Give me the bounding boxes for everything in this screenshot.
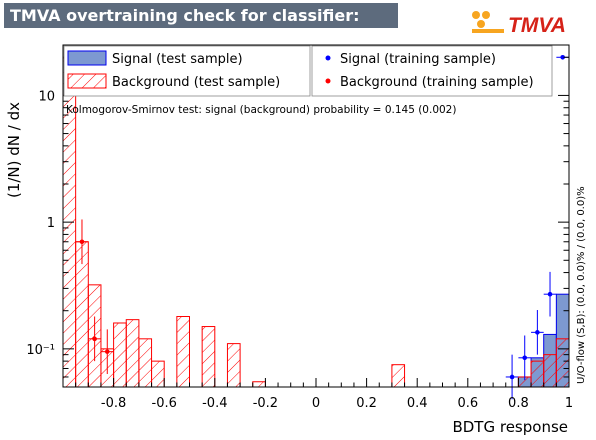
ks-test-annotation: Kolmogorov-Smirnov test: signal (backgro… — [66, 104, 456, 116]
x-tick-label: 1 — [565, 396, 573, 411]
background-test-bar — [138, 338, 153, 387]
background-test-bar — [113, 322, 127, 387]
legend-background-train-label: Background (training sample) — [340, 75, 534, 90]
legend-background-test-swatch — [67, 73, 107, 89]
x-tick-label: 0.6 — [457, 396, 478, 411]
axes: -0.8 -0.6 -0.4 -0.2 0 0.2 0.4 0.6 0.8 1 10⁻¹ 1 10 — [26, 56, 573, 411]
signal-train-point — [547, 291, 553, 297]
logo-dot — [482, 11, 490, 19]
logo-dot — [472, 11, 480, 19]
y-tick-label: 10 — [38, 89, 55, 104]
legend-background-train-marker — [325, 78, 331, 84]
legend: Signal (test sample) Background (test sa… — [63, 45, 553, 97]
legend-signal-test-swatch — [67, 50, 107, 66]
x-axis-label: BDTG response — [452, 418, 568, 436]
background-test-bar — [555, 338, 569, 387]
x-tick-label: -0.6 — [152, 396, 177, 411]
background-train-point — [104, 349, 110, 354]
signal-train-point — [535, 330, 540, 335]
x-tick-label: -0.4 — [202, 396, 227, 411]
y-tick-label: 1 — [47, 216, 55, 231]
signal-train-point — [560, 54, 565, 60]
legend-signal-train-label: Signal (training sample) — [340, 52, 496, 67]
background-test-bar — [201, 326, 216, 387]
legend-box-right — [311, 45, 553, 97]
background-train-point — [79, 239, 85, 245]
logo-dot — [477, 20, 485, 28]
background-test-bar — [176, 316, 191, 387]
x-tick-label: 0.4 — [407, 396, 428, 411]
background-test-bar — [391, 364, 406, 387]
x-tick-label: 0.8 — [508, 396, 529, 411]
x-tick-label: -0.2 — [253, 396, 278, 411]
signal-train-point — [522, 355, 528, 361]
x-tick-label: 0 — [312, 396, 320, 411]
legend-background-test-label: Background (test sample) — [112, 75, 280, 90]
x-tick-label: 0.2 — [356, 396, 377, 411]
logo-text: TMVA — [508, 14, 566, 37]
tmva-logo: TMVA — [472, 11, 566, 37]
overflow-note: U/O-flow (S,B): (0.0, 0.0)% / (0.0, 0.0)… — [576, 186, 587, 384]
background-train-point — [92, 336, 97, 342]
signal-train-point — [509, 374, 515, 380]
y-tick-label: 10⁻¹ — [26, 343, 55, 358]
background-test-bar — [543, 354, 557, 387]
legend-signal-test-label: Signal (test sample) — [112, 52, 243, 67]
background-test-bar — [530, 360, 545, 387]
legend-signal-train-marker — [325, 55, 331, 61]
x-tick-label: -0.8 — [101, 396, 126, 411]
y-axis-label: (1/N) dN / dx — [5, 102, 23, 198]
background-test-bar — [226, 343, 241, 387]
background-test-bar — [252, 381, 266, 387]
background-test-bar — [125, 319, 140, 387]
logo-bar — [472, 29, 504, 33]
background-test-bar — [151, 360, 165, 387]
chart-title: TMVA overtraining check for classifier: … — [4, 3, 398, 50]
